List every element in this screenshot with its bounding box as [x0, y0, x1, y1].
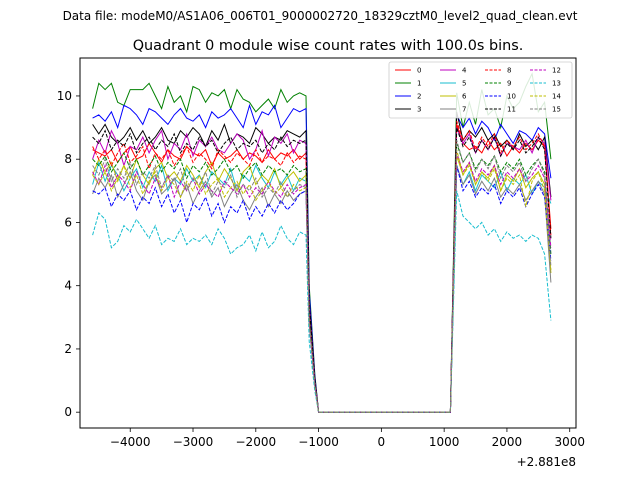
- x-tick-label: 3000: [554, 435, 585, 449]
- legend-label-7: 7: [462, 106, 466, 114]
- x-tick-label: −3000: [173, 435, 214, 449]
- series-line-14: [92, 149, 552, 413]
- figure-suptitle: Data file: modeM0/AS1A06_006T01_90000027…: [63, 9, 578, 23]
- legend-label-11: 11: [507, 106, 516, 114]
- legend-label-8: 8: [507, 67, 511, 75]
- legend-label-15: 15: [552, 106, 561, 114]
- y-axis: 0 2 4 6 8 10: [57, 89, 80, 419]
- legend-label-1: 1: [417, 80, 421, 88]
- legend-label-14: 14: [552, 93, 561, 101]
- axes-frame: [79, 57, 577, 429]
- y-tick-label: 4: [64, 279, 72, 293]
- legend-label-13: 13: [552, 80, 561, 88]
- legend-label-6: 6: [462, 93, 467, 101]
- legend-label-12: 12: [552, 67, 561, 75]
- legend-label-3: 3: [417, 106, 421, 114]
- x-axis: −4000 −3000 −2000 −1000 0 1000 2000 3000: [110, 428, 585, 449]
- x-axis-offset-label: +2.881e8: [517, 455, 576, 469]
- x-tick-label: 0: [378, 435, 386, 449]
- x-tick-label: −1000: [298, 435, 339, 449]
- series-layer: [92, 72, 552, 413]
- series-line-10: [92, 165, 552, 413]
- series-line-13: [92, 190, 552, 413]
- series-line-15: [92, 140, 552, 413]
- x-tick-label: −2000: [236, 435, 277, 449]
- legend-label-9: 9: [507, 80, 511, 88]
- legend-label-5: 5: [462, 80, 466, 88]
- legend-label-10: 10: [507, 93, 516, 101]
- y-tick-label: 2: [64, 342, 72, 356]
- y-tick-label: 0: [64, 405, 72, 419]
- x-tick-label: 2000: [492, 435, 523, 449]
- legend-label-4: 4: [462, 67, 467, 75]
- x-tick-label: −4000: [110, 435, 151, 449]
- x-tick-label: 1000: [429, 435, 460, 449]
- legend-label-2: 2: [417, 93, 421, 101]
- y-tick-label: 8: [64, 152, 72, 166]
- y-tick-label: 10: [57, 89, 72, 103]
- chart-title: Quadrant 0 module wise count rates with …: [133, 38, 524, 54]
- legend-box: [388, 61, 573, 119]
- y-tick-label: 6: [64, 215, 72, 229]
- legend-label-0: 0: [417, 67, 421, 75]
